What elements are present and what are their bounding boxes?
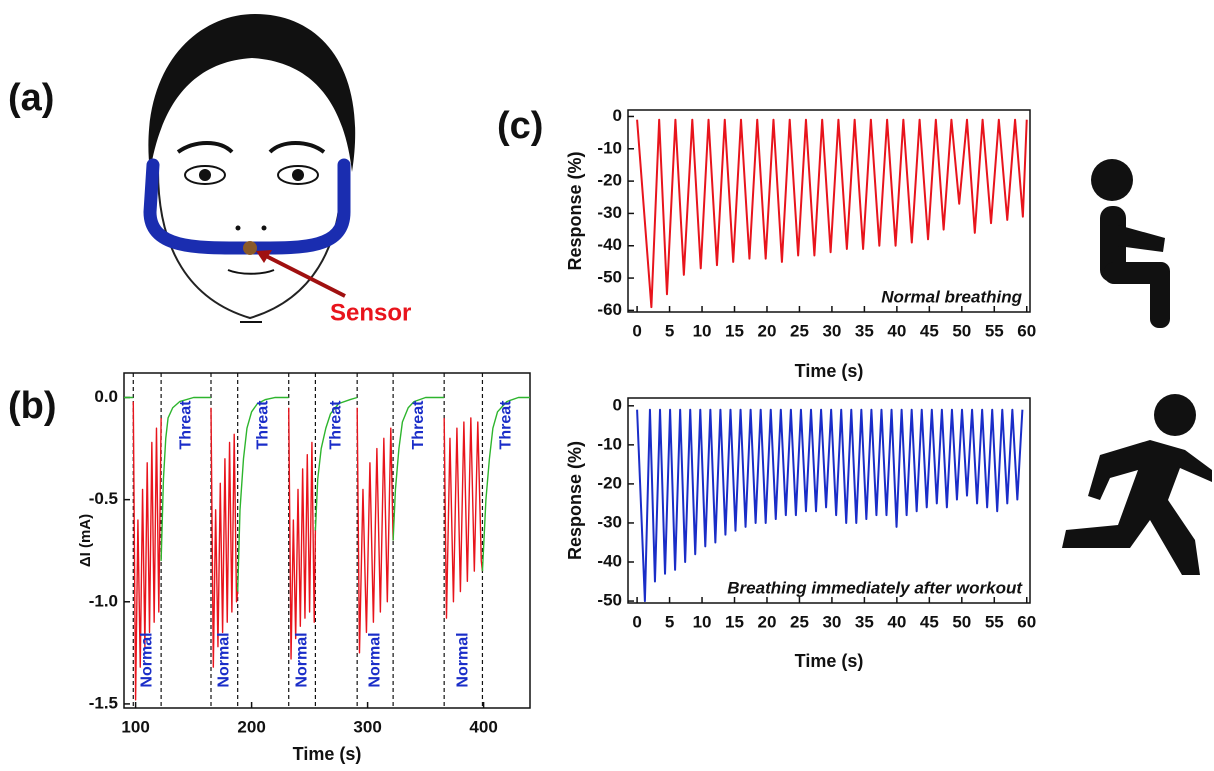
x-tick-label: 20 [758,612,777,631]
y-tick-label: -0.5 [89,489,118,508]
x-tick-label: 40 [887,612,906,631]
annotation: Breathing immediately after workout [727,578,1023,597]
region-label: Normal [455,632,472,687]
annotation: Normal breathing [881,287,1022,306]
x-tick-label: 15 [725,612,744,631]
x-tick-label: 5 [665,612,674,631]
y-tick-label: 0 [613,395,622,414]
sitting-icon [1091,159,1170,328]
panel-label: (a) [8,77,54,119]
y-tick-label: -20 [597,171,622,190]
region-label: Normal [293,632,310,687]
y-tick-label: 0 [613,106,622,125]
y-tick-label: -60 [597,300,622,319]
x-tick-label: 40 [887,321,906,340]
data-line [132,401,484,701]
x-tick-label: 400 [469,717,497,736]
region-label: Threat [497,400,514,450]
region-label: Normal [216,632,233,687]
x-axis-label: Time (s) [795,651,864,671]
x-tick-label: 45 [920,321,939,340]
running-icon [1062,394,1212,575]
x-tick-label: 15 [725,321,744,340]
y-tick-label: -50 [597,268,622,287]
y-axis-label: Response (%) [565,151,585,270]
region-label: Threat [410,400,427,450]
x-tick-label: 60 [1017,612,1036,631]
x-tick-label: 35 [855,612,874,631]
y-axis-label: ΔI (mA) [77,514,94,567]
x-tick-label: 20 [758,321,777,340]
x-tick-label: 200 [237,717,265,736]
face-illustration [143,14,356,323]
x-tick-label: 60 [1017,321,1036,340]
panel-label: (c) [497,105,543,147]
y-tick-label: 0.0 [94,387,118,406]
y-tick-label: -20 [597,473,622,492]
y-tick-label: -1.5 [89,693,118,712]
y-tick-label: -30 [597,512,622,531]
x-tick-label: 0 [632,612,641,631]
x-tick-label: 0 [632,321,641,340]
x-tick-label: 300 [353,717,381,736]
region-label: Threat [177,400,194,450]
y-tick-label: -50 [597,591,622,610]
x-tick-label: 50 [952,321,971,340]
x-tick-label: 100 [121,717,149,736]
x-tick-label: 30 [822,612,841,631]
x-axis-label: Time (s) [795,361,864,381]
x-tick-label: 50 [952,612,971,631]
x-tick-label: 25 [790,321,809,340]
data-line [636,118,1028,309]
plot-frame [123,372,531,709]
x-tick-label: 5 [665,321,674,340]
data-line [124,396,530,592]
y-tick-label: -10 [597,138,622,157]
y-tick-label: -40 [597,235,622,254]
plot-frame [627,397,1031,604]
x-axis-label: Time (s) [293,744,362,764]
x-tick-label: 35 [855,321,874,340]
x-tick-label: 55 [985,321,1004,340]
x-tick-label: 45 [920,612,939,631]
x-tick-label: 55 [985,612,1004,631]
plot-frame [627,109,1031,313]
region-label: Normal [138,632,155,687]
region-label: Normal [366,632,383,687]
region-label: Threat [254,400,271,450]
y-tick-label: -30 [597,203,622,222]
x-tick-label: 10 [693,321,712,340]
region-label: Threat [327,400,344,450]
x-tick-label: 25 [790,612,809,631]
x-tick-label: 30 [822,321,841,340]
y-tick-label: -10 [597,434,622,453]
y-tick-label: -1.0 [89,591,118,610]
y-tick-label: -40 [597,551,622,570]
panel-label: (b) [8,385,57,427]
x-tick-label: 10 [693,612,712,631]
sensor-label: Sensor [330,299,411,326]
data-line [636,408,1024,603]
y-axis-label: Response (%) [565,441,585,560]
